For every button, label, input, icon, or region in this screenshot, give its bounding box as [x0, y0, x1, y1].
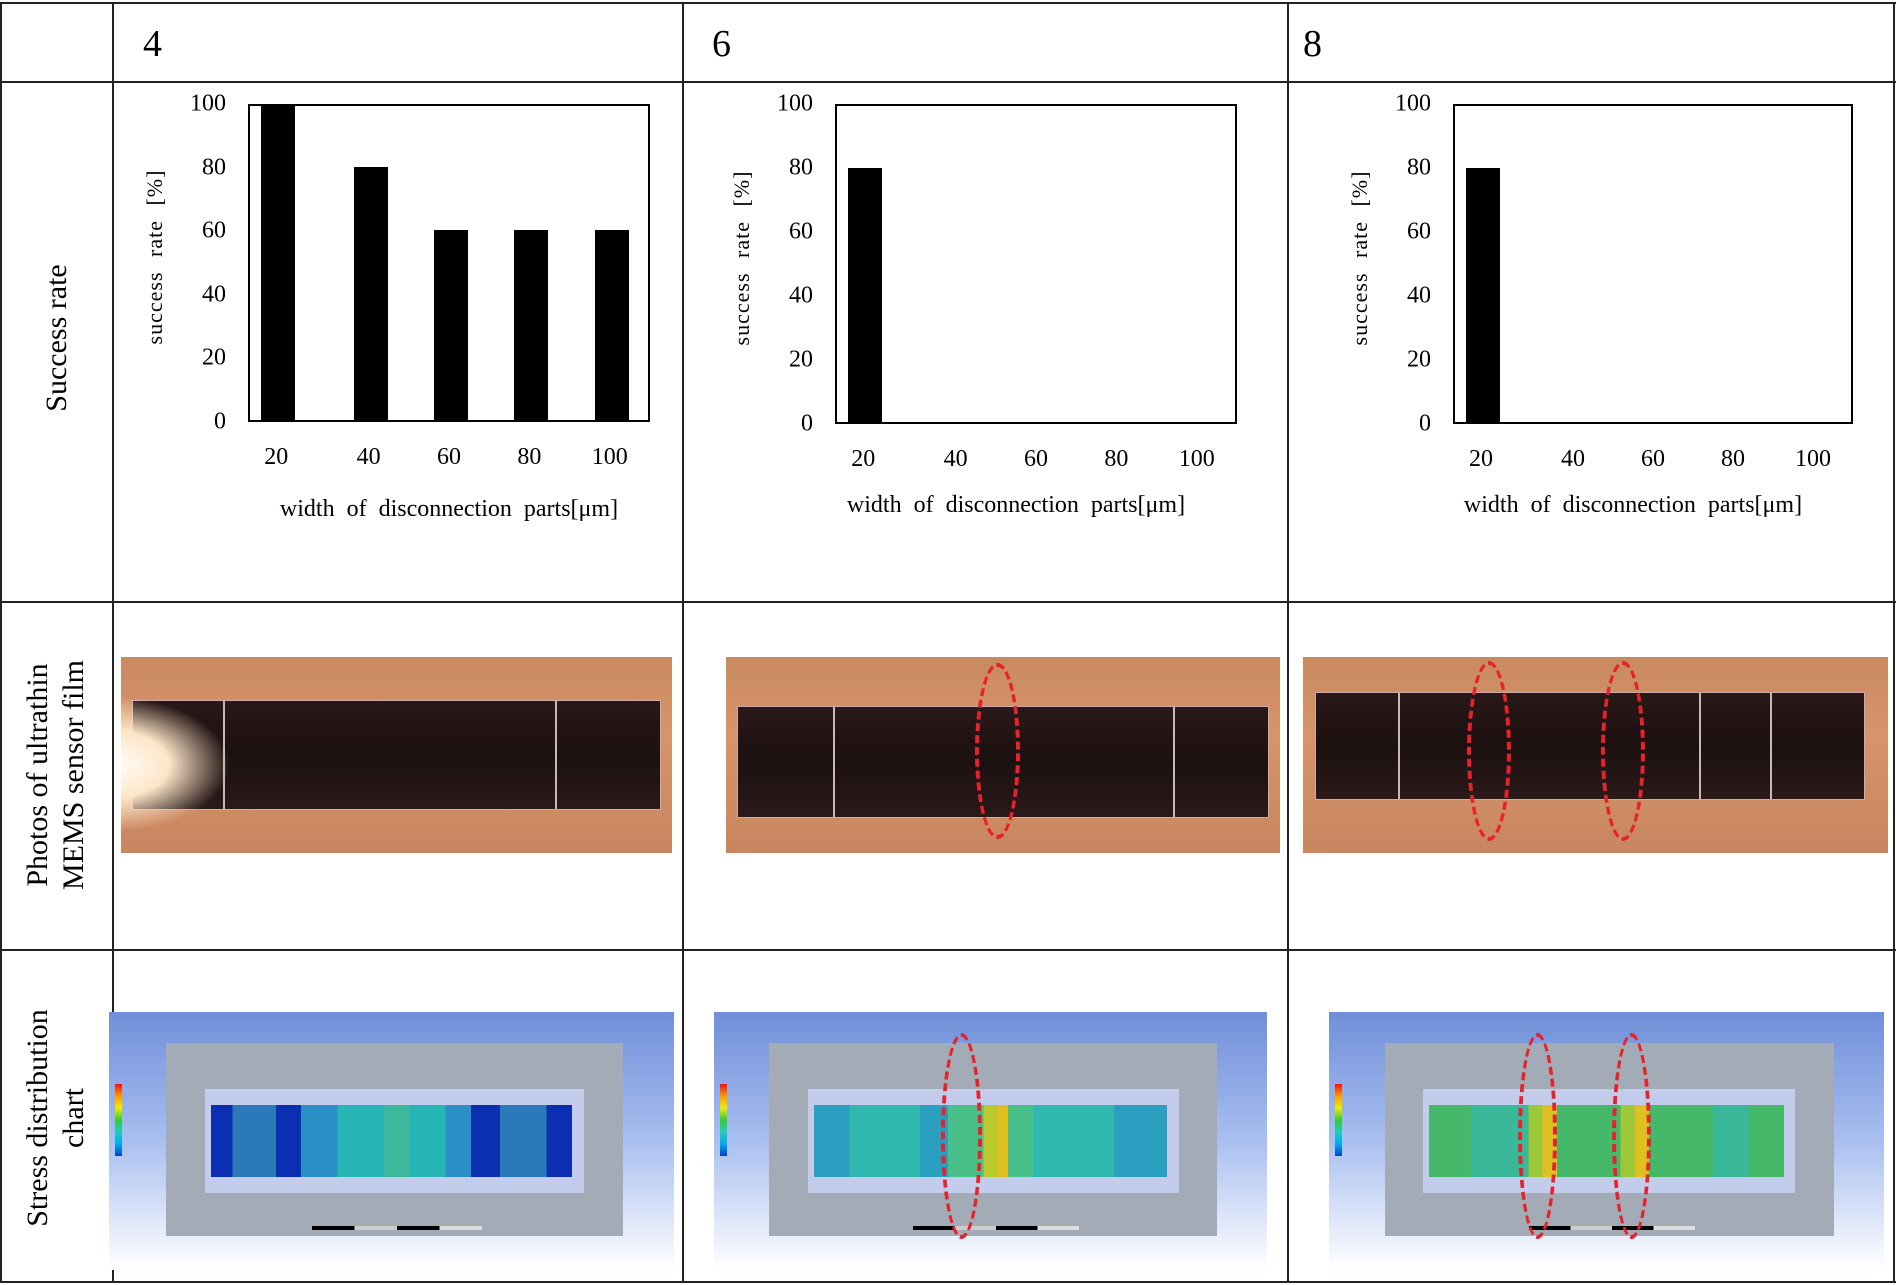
y-tick-label: 0	[214, 408, 226, 435]
bar-chart-plot-6	[835, 104, 1237, 424]
highlight-ellipse	[975, 662, 1020, 840]
color-legend	[719, 1084, 727, 1157]
x-axis-label: width of disconnection parts[μm]	[279, 496, 619, 522]
row-label-stress-line2: chart	[57, 1088, 90, 1148]
y-tick-label: 80	[789, 154, 813, 181]
bar-40	[353, 167, 388, 420]
y-tick-label: 20	[202, 344, 226, 371]
x-tick-label: 60	[1641, 446, 1665, 472]
x-tick-label: 100	[1178, 446, 1215, 472]
table-border	[1893, 2, 1895, 1283]
color-legend	[1334, 1084, 1342, 1157]
y-tick-label: 40	[202, 281, 226, 308]
table-border	[0, 949, 1896, 951]
bar-chart-plot-8	[1453, 104, 1853, 424]
column-header-4: 4	[143, 23, 162, 65]
photo-film-8	[1303, 657, 1888, 853]
x-axis-label: width of disconnection parts[μm]	[846, 492, 1186, 518]
x-tick-label: 40	[943, 446, 968, 472]
bar-chart-plot-4	[248, 104, 650, 422]
y-tick-label: 40	[1407, 282, 1431, 309]
x-tick-label: 40	[1561, 446, 1585, 472]
bar-20	[261, 104, 296, 420]
column-header-6: 6	[712, 23, 731, 65]
stress-field	[1428, 1104, 1785, 1178]
y-tick-label: 60	[789, 218, 813, 245]
x-tick-label: 100	[1795, 446, 1831, 472]
scale-bar	[913, 1226, 1079, 1231]
x-tick-label: 80	[1721, 446, 1745, 472]
y-axis-label: success rate [%]	[142, 169, 167, 345]
highlight-ellipse	[940, 1032, 983, 1240]
y-axis-label: success rate [%]	[1347, 170, 1372, 346]
highlight-ellipse	[1612, 1032, 1651, 1240]
film-strip	[1314, 692, 1865, 801]
y-tick-label: 60	[202, 217, 226, 244]
row-label-success-rate: Success rate	[40, 264, 73, 412]
x-tick-label: 20	[264, 444, 289, 470]
row-label-stress: Stress distribution chart	[20, 1009, 92, 1227]
photo-film-6	[726, 657, 1280, 853]
table-border	[0, 2, 1896, 4]
stress-chart-6	[714, 1012, 1267, 1270]
bar-80	[514, 230, 549, 420]
row-label-photos-line2: MEMS sensor film	[57, 659, 90, 891]
photo-film-4	[121, 657, 672, 853]
x-tick-label: 60	[1024, 446, 1048, 472]
highlight-ellipse	[1517, 1032, 1557, 1240]
stress-field	[813, 1104, 1168, 1178]
row-label-photos: Photos of ultrathin MEMS sensor film	[20, 660, 92, 890]
x-tick-label: 20	[851, 446, 876, 472]
scale-bar	[312, 1226, 482, 1231]
table-border	[112, 2, 114, 1283]
y-tick-label: 40	[789, 282, 813, 309]
table-border	[1287, 2, 1289, 1283]
x-tick-label: 80	[1104, 446, 1129, 472]
row-label-photos-line1: Photos of ultrathin	[21, 663, 54, 887]
table-border	[0, 81, 1896, 83]
y-tick-label: 100	[1395, 90, 1431, 117]
bar-100	[594, 230, 629, 420]
stress-chart-4	[109, 1012, 674, 1270]
x-tick-label: 80	[517, 444, 542, 470]
table-border	[682, 2, 684, 1283]
x-tick-label: 60	[437, 444, 461, 470]
table-border	[0, 601, 1896, 603]
y-tick-label: 20	[789, 346, 813, 373]
x-tick-label: 100	[591, 444, 628, 470]
y-axis-label: success rate [%]	[729, 170, 754, 346]
y-tick-label: 20	[1407, 346, 1431, 373]
color-legend	[114, 1084, 122, 1157]
stress-chart-8	[1329, 1012, 1884, 1270]
y-tick-label: 80	[202, 154, 226, 181]
highlight-ellipse	[1466, 660, 1511, 842]
y-tick-label: 100	[190, 90, 226, 117]
row-label-stress-line1: Stress distribution	[21, 1009, 54, 1227]
stress-field	[210, 1104, 573, 1178]
column-header-8: 8	[1303, 23, 1322, 65]
y-tick-label: 100	[777, 90, 813, 117]
x-tick-label: 40	[356, 444, 381, 470]
y-tick-label: 80	[1407, 154, 1431, 181]
bar-20	[848, 167, 883, 422]
table-border	[0, 2, 2, 1283]
highlight-ellipse	[1601, 660, 1646, 842]
table-border	[0, 1281, 1896, 1283]
x-tick-label: 20	[1469, 446, 1493, 472]
bar-60	[434, 230, 468, 420]
y-tick-label: 0	[801, 410, 813, 437]
y-tick-label: 60	[1407, 218, 1431, 245]
light-glare	[121, 696, 232, 834]
scale-bar	[1528, 1226, 1696, 1231]
x-axis-label: width of disconnection parts[μm]	[1463, 492, 1803, 518]
y-tick-label: 0	[1419, 410, 1431, 437]
bar-20	[1466, 167, 1500, 422]
